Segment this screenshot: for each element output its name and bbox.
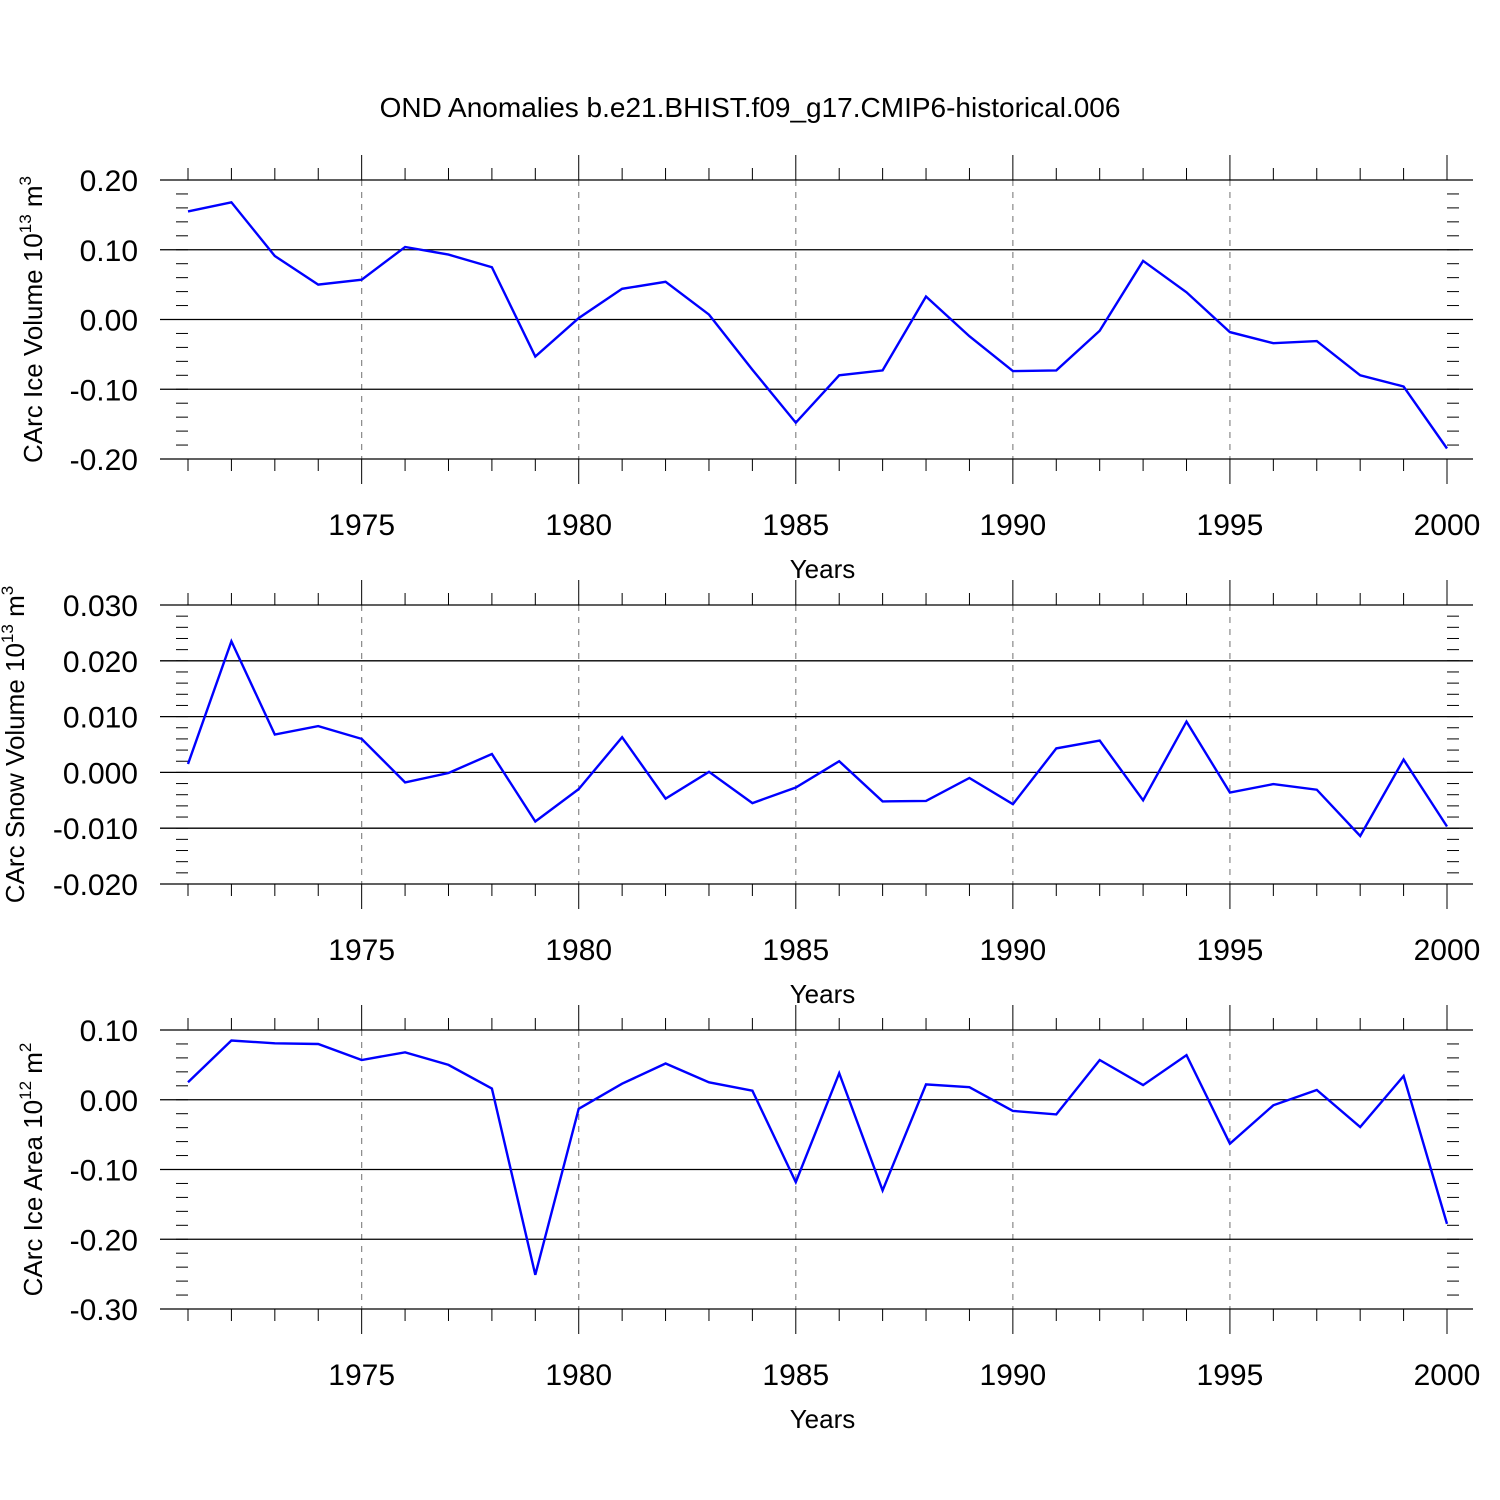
y-tick-label: 0.00 xyxy=(80,1085,138,1118)
series-line xyxy=(187,1039,1449,1276)
x-tick-label: 1995 xyxy=(1197,509,1264,542)
x-tick-label: 2000 xyxy=(1414,509,1481,542)
y-tick-label: 0.10 xyxy=(80,235,138,268)
figure-title: OND Anomalies b.e21.BHIST.f09_g17.CMIP6-… xyxy=(380,92,1121,123)
y-tick-label: -0.010 xyxy=(53,813,138,846)
y-tick-label: -0.10 xyxy=(70,1155,138,1188)
series-line xyxy=(187,200,1448,450)
y-tick-label: -0.20 xyxy=(70,1224,138,1257)
y-tick-label: 0.010 xyxy=(63,702,138,735)
x-tick-label: 1985 xyxy=(762,1359,829,1392)
y-tick-label: 0.020 xyxy=(63,646,138,679)
x-tick-label: 1975 xyxy=(328,509,395,542)
y-axis-title: CArc Snow Volume 1013 m3 xyxy=(0,586,30,903)
x-tick-label: 1980 xyxy=(545,934,612,967)
y-tick-label: 0.20 xyxy=(80,165,138,198)
y-tick-label: -0.020 xyxy=(53,869,138,902)
panel-2: 0.030 0.020 0.010 0.000 -0.010 -0.020 1975 1980… xyxy=(0,580,1480,1009)
x-tick-label: 1990 xyxy=(979,934,1046,967)
x-tick-label: 1985 xyxy=(762,934,829,967)
panel-1: 0.20 0.10 0.00 -0.10 -0.20 1975 1980 1985 1990 19… xyxy=(16,155,1480,584)
y-tick-label: -0.20 xyxy=(70,444,138,477)
y-tick-label: -0.10 xyxy=(70,374,138,407)
x-tick-label: 1995 xyxy=(1197,1359,1264,1392)
x-tick-label: 2000 xyxy=(1414,1359,1481,1392)
y-tick-label: -0.30 xyxy=(70,1294,138,1327)
y-axis-title: CArc Ice Volume 1013 m3 xyxy=(16,176,48,463)
y-tick-label: 0.030 xyxy=(63,590,138,623)
x-tick-label: 1995 xyxy=(1197,934,1264,967)
y-tick-label: 0.00 xyxy=(80,305,138,338)
y-tick-label: 0.000 xyxy=(63,757,138,790)
x-tick-label: 1980 xyxy=(545,1359,612,1392)
x-tick-label: 1975 xyxy=(328,1359,395,1392)
x-tick-label: 1985 xyxy=(762,509,829,542)
x-axis-title: Years xyxy=(790,554,856,584)
x-axis-title: Years xyxy=(790,1404,856,1434)
x-tick-label: 1990 xyxy=(979,509,1046,542)
y-axis-title: CArc Ice Area 1012 m2 xyxy=(16,1043,48,1297)
x-tick-label: 1990 xyxy=(979,1359,1046,1392)
panel-3: 0.10 0.00 -0.10 -0.20 -0.30 1975 1980 1985 1990 1… xyxy=(16,1005,1480,1434)
x-tick-label: 1980 xyxy=(545,509,612,542)
series-line xyxy=(186,638,1449,839)
x-tick-label: 2000 xyxy=(1414,934,1481,967)
x-axis-title: Years xyxy=(790,979,856,1009)
x-tick-label: 1975 xyxy=(328,934,395,967)
y-tick-label: 0.10 xyxy=(80,1015,138,1048)
